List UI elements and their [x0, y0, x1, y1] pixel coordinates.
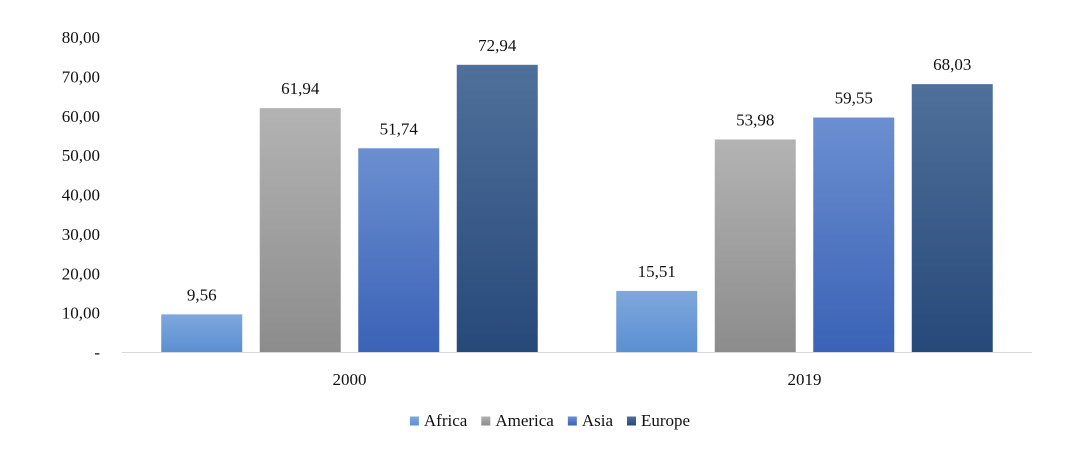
- bar-america-2000: [259, 108, 341, 352]
- bar-asia-2000: [358, 148, 440, 352]
- data-label: 72,94: [478, 36, 517, 55]
- y-tick-label: 50,00: [62, 146, 100, 165]
- data-label: 15,51: [638, 262, 676, 281]
- legend-label: America: [495, 411, 554, 430]
- bar-africa-2000: [161, 314, 243, 352]
- legend-swatch: [627, 416, 637, 426]
- data-label: 53,98: [736, 110, 774, 129]
- y-tick-label: 80,00: [62, 28, 100, 47]
- y-tick-label: 10,00: [62, 304, 100, 323]
- data-labels: 9,56 61,94 51,74 72,94 15,51 53,98 59,55 68,03: [187, 36, 972, 305]
- legend: Africa America Asia Europe: [409, 411, 690, 430]
- legend-swatch: [567, 416, 577, 426]
- y-tick-label: 40,00: [62, 186, 100, 205]
- bar-europe-2000: [456, 64, 538, 352]
- y-tick-label: 70,00: [62, 67, 100, 86]
- x-category-label: 2019: [788, 370, 822, 389]
- legend-swatch: [481, 416, 491, 426]
- x-category-label: 2000: [333, 370, 367, 389]
- y-axis: - 10,00 20,00 30,00 40,00 50,00 60,00 70,00 80,0…: [62, 28, 101, 362]
- data-label: 51,74: [380, 119, 419, 138]
- bar-africa-2019: [616, 290, 698, 352]
- y-tick-label: -: [94, 343, 100, 362]
- category-labels: 2000 2019: [333, 370, 822, 389]
- bar-america-2019: [714, 139, 796, 352]
- bars: [161, 64, 993, 353]
- legend-label: Africa: [424, 411, 468, 430]
- data-label: 68,03: [933, 55, 971, 74]
- legend-swatch: [409, 416, 419, 426]
- y-tick-label: 30,00: [62, 225, 100, 244]
- y-tick-label: 20,00: [62, 264, 100, 283]
- bar-europe-2019: [911, 84, 993, 353]
- data-label: 61,94: [281, 79, 320, 98]
- legend-label: Asia: [582, 411, 614, 430]
- legend-label: Europe: [641, 411, 690, 430]
- data-label: 59,55: [835, 89, 873, 108]
- y-tick-label: 60,00: [62, 107, 100, 126]
- bar-asia-2019: [813, 117, 895, 352]
- data-label: 9,56: [187, 285, 217, 304]
